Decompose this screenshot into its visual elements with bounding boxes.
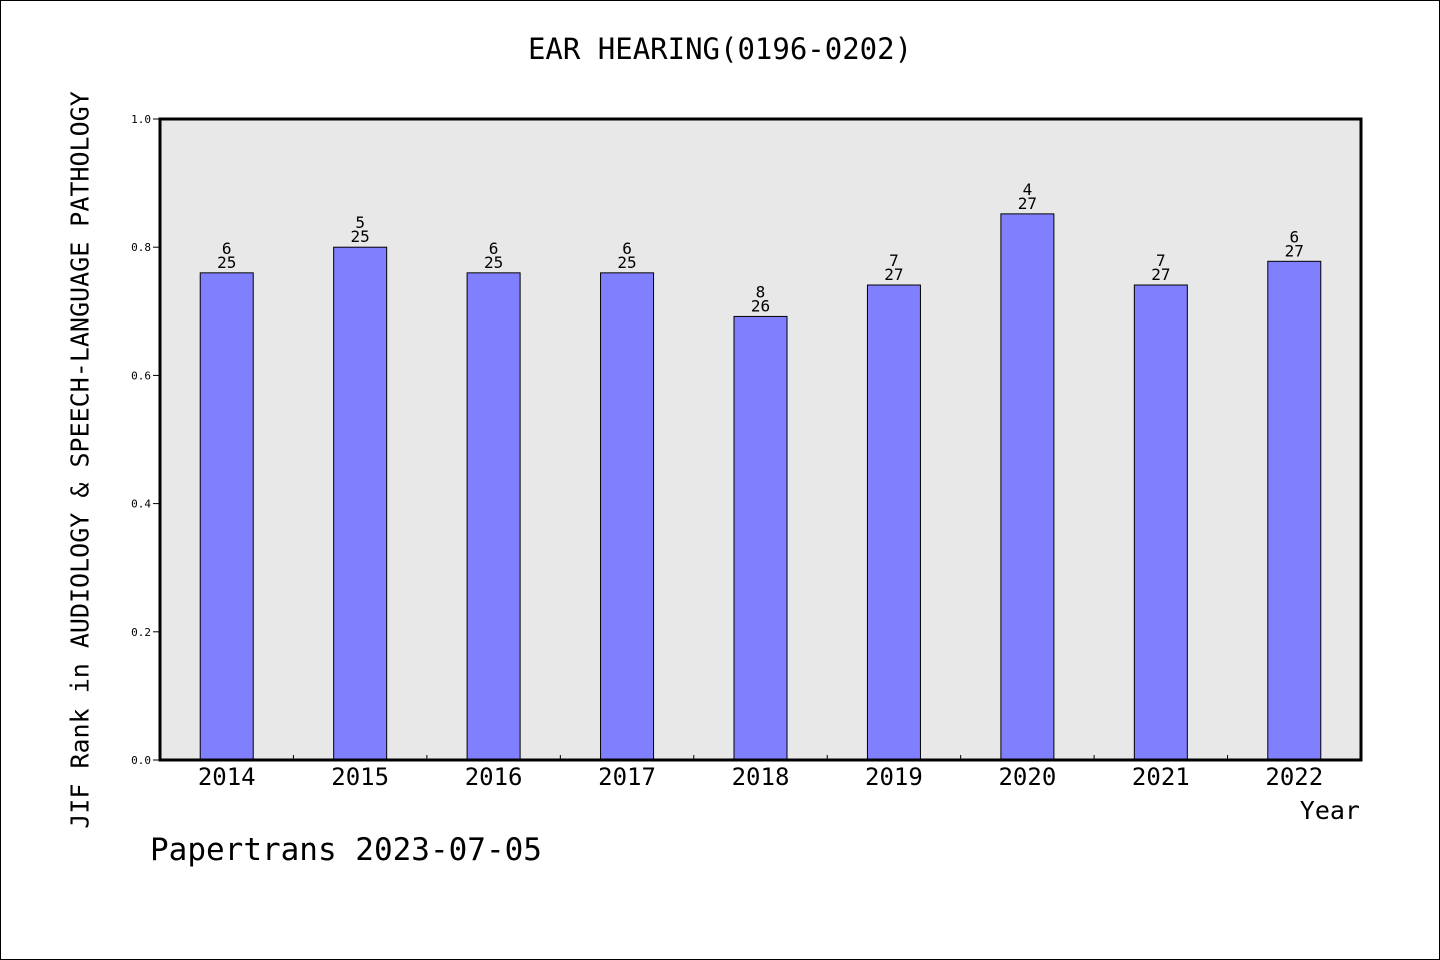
x-tick-label: 2020 — [998, 763, 1056, 791]
rank-label: 5 — [355, 213, 365, 232]
x-axis-label: Year — [1299, 796, 1360, 825]
x-tick-label: 2017 — [598, 763, 656, 791]
x-tick-label: 2015 — [331, 763, 389, 791]
bar-2017 — [600, 272, 655, 761]
y-tick-label: 0.6 — [131, 369, 151, 382]
rank-label: 7 — [889, 251, 899, 270]
x-tick-label: 2022 — [1265, 763, 1323, 791]
y-tick-label: 0.0 — [131, 754, 151, 767]
bar-2019 — [866, 284, 921, 761]
rank-label: 6 — [489, 239, 499, 258]
total-label: 27 — [1151, 265, 1170, 284]
rank-label: 8 — [756, 282, 766, 301]
y-tick-label: 0.4 — [131, 498, 151, 511]
total-label: 27 — [884, 265, 903, 284]
total-label: 27 — [1018, 194, 1037, 213]
total-label: 26 — [751, 296, 770, 315]
total-label: 25 — [617, 253, 636, 272]
chart-title: EAR HEARING(0196-0202) — [527, 32, 913, 66]
x-tick-label: 2018 — [732, 763, 790, 791]
x-tick-label: 2019 — [865, 763, 923, 791]
rank-label: 4 — [1023, 180, 1033, 199]
footer-credit: Papertrans 2023-07-05 — [150, 832, 542, 868]
total-label: 25 — [351, 227, 370, 246]
total-label: 25 — [217, 253, 236, 272]
x-tick-label: 2016 — [465, 763, 523, 791]
total-label: 27 — [1285, 241, 1304, 260]
bar-2018 — [733, 315, 788, 761]
rank-label: 6 — [222, 239, 232, 258]
bar-2015 — [333, 246, 388, 761]
bar-2022 — [1267, 260, 1322, 761]
x-tick-label: 2021 — [1132, 763, 1190, 791]
bar-2016 — [466, 272, 521, 761]
bar-2021 — [1133, 284, 1188, 761]
y-tick-label: 0.2 — [131, 626, 151, 639]
plot-border — [158, 117, 1363, 762]
bar-2020 — [1000, 213, 1055, 761]
rank-label: 6 — [1289, 227, 1299, 246]
rank-label: 6 — [622, 239, 632, 258]
y-tick-label: 0.8 — [131, 241, 151, 254]
x-tick-label: 2014 — [198, 763, 256, 791]
total-label: 25 — [484, 253, 503, 272]
y-tick-label: 1.0 — [131, 113, 151, 126]
rank-label: 7 — [1156, 251, 1166, 270]
bar-2014 — [199, 272, 254, 761]
